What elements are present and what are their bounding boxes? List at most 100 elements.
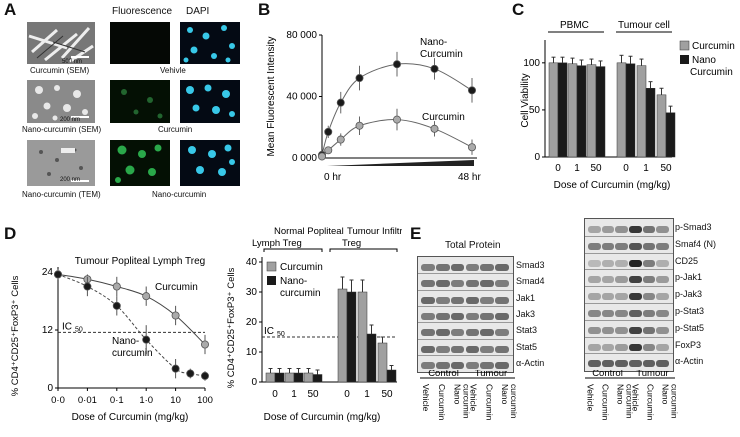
blot-band <box>656 360 669 368</box>
y-tick-label: 40 000 <box>286 92 317 103</box>
blot-band <box>465 361 480 369</box>
blot-band <box>465 264 480 271</box>
bar <box>346 291 357 383</box>
blot-divider <box>585 353 673 355</box>
blot-label: Jak3 <box>516 308 536 319</box>
total-protein-western-blot <box>417 256 514 373</box>
blot-band <box>629 276 642 284</box>
data-point <box>336 135 345 144</box>
blot-band <box>495 361 509 369</box>
lane-label: Vehicle <box>421 384 431 412</box>
blot-band <box>465 312 480 320</box>
blot-band <box>588 293 601 301</box>
chart-title: Tumour Popliteal Lymph Treg <box>75 256 205 267</box>
panel-d-letter: D <box>4 224 17 243</box>
header-bracket-right <box>329 248 398 252</box>
bar <box>284 372 295 383</box>
blot-band <box>495 280 509 288</box>
blot-divider <box>418 289 513 291</box>
legend-label-nano-2: Curcumin <box>690 67 733 78</box>
bar <box>576 65 587 158</box>
x-tick-label: 1 <box>291 389 297 400</box>
blot-row <box>418 275 513 292</box>
data-point <box>355 74 364 83</box>
blot-band <box>435 280 450 288</box>
lane-label: curcumin <box>625 384 635 419</box>
blot-band <box>480 329 495 337</box>
x-tick-label: 1 <box>574 163 580 174</box>
blot-label: CD25 <box>675 255 699 266</box>
bar <box>586 64 597 158</box>
x-axis-label: Dose of Curcumin (mg/kg) <box>554 180 671 191</box>
blot-band <box>421 264 435 271</box>
blot-band <box>642 360 656 368</box>
blot-band <box>480 280 495 288</box>
blot-band <box>588 259 601 267</box>
x-tick-label: 0·0 <box>51 395 65 406</box>
blot-label: Smaf4 (N) <box>675 238 717 249</box>
legend-swatch-curcumin <box>266 261 277 272</box>
group-label-control: Control <box>592 370 623 379</box>
y-tick-label: 50 <box>529 105 541 116</box>
blot-band <box>465 345 480 353</box>
blot-band <box>421 296 435 304</box>
blot-band <box>656 259 669 267</box>
y-tick-label: 20 <box>246 317 258 328</box>
blot-band <box>450 312 465 320</box>
blot-band <box>435 361 450 369</box>
x-tick-label: 50 <box>307 389 319 400</box>
nano-curcumin-tem-label: Nano-curcumin (TEM) <box>22 190 101 199</box>
data-point <box>112 282 121 291</box>
x-tick-label: 50 <box>660 163 672 174</box>
blot-band <box>421 280 435 288</box>
blot-band <box>615 293 628 301</box>
dapi-column-header: DAPI <box>186 6 210 17</box>
blot-band <box>601 276 615 284</box>
data-point <box>171 311 180 320</box>
data-point <box>171 364 180 373</box>
blot-band <box>656 310 669 317</box>
data-point <box>467 143 476 152</box>
blot-divider <box>585 303 673 304</box>
x-tick-label: 0·01 <box>78 395 97 406</box>
blot-row <box>585 221 673 238</box>
blot-band <box>435 296 450 304</box>
cell-viability-bar-chart: 0 50 100 Cell Viability 0 1 50 0 1 50 PBMC Tumour c… <box>520 20 735 191</box>
total-protein-title: Total Protein <box>445 240 501 251</box>
blot-band <box>615 310 628 317</box>
bar <box>366 333 377 383</box>
lane-label: Nano <box>453 384 463 405</box>
vehicle-fluorescence-image <box>110 22 170 64</box>
blot-divider <box>585 269 673 271</box>
blot-band <box>601 293 615 301</box>
bar <box>557 62 568 158</box>
x-label-start: 0 hr <box>324 172 342 183</box>
data-point <box>83 282 92 291</box>
y-tick-label: 0 <box>251 377 257 388</box>
blot-band <box>435 345 450 353</box>
lane-label: curcumin <box>509 384 519 419</box>
lane-label: Vehicle <box>631 384 641 412</box>
blot-band <box>480 361 495 369</box>
y-axis-label: % CD4⁺CD25⁺FoxP3⁺ Cells <box>226 267 237 388</box>
group-label-tumour: Tumour cell <box>618 20 670 31</box>
bar <box>625 63 636 158</box>
blot-band <box>629 310 642 317</box>
blot-divider <box>585 252 673 254</box>
blot-band <box>495 264 509 271</box>
blot-band <box>629 326 642 334</box>
x-tick-label: 1 <box>643 163 649 174</box>
header-right-1: Tumour Infiltrating <box>347 226 402 237</box>
bar <box>645 88 656 158</box>
bar <box>386 369 397 383</box>
curcumin-group-label: Curcumin <box>158 125 193 134</box>
blot-band <box>435 264 450 271</box>
data-point <box>430 64 439 73</box>
blot-label: p-Jak1 <box>675 272 703 283</box>
blot-band <box>480 264 495 271</box>
bar <box>567 63 578 158</box>
blot-band <box>495 345 509 353</box>
blot-band <box>435 329 450 337</box>
blot-band <box>450 280 465 288</box>
